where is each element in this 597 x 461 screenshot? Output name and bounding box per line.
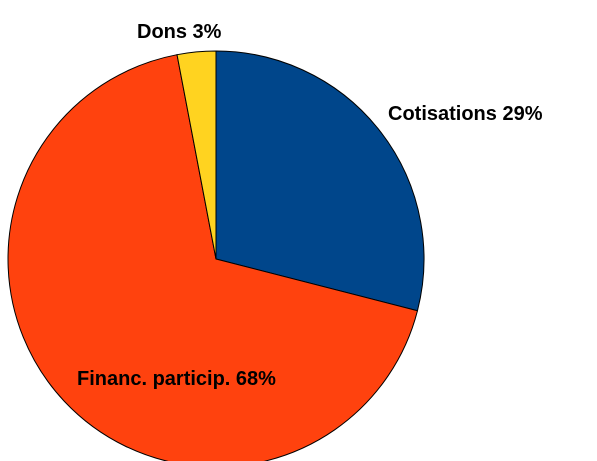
data-label-financ-particip: Financ. particip. 68% (77, 368, 276, 390)
pie-slice-dons (176, 50, 217, 260)
pie-slice-financ-particip (7, 54, 419, 461)
pie-slice-cotisations (215, 50, 425, 312)
pie-slices (7, 50, 425, 461)
data-label-cotisations: Cotisations 29% (388, 103, 543, 125)
pie-labels: Cotisations 29% Financ. particip. 68% Do… (77, 21, 543, 390)
data-label-dons: Dons 3% (137, 21, 222, 43)
